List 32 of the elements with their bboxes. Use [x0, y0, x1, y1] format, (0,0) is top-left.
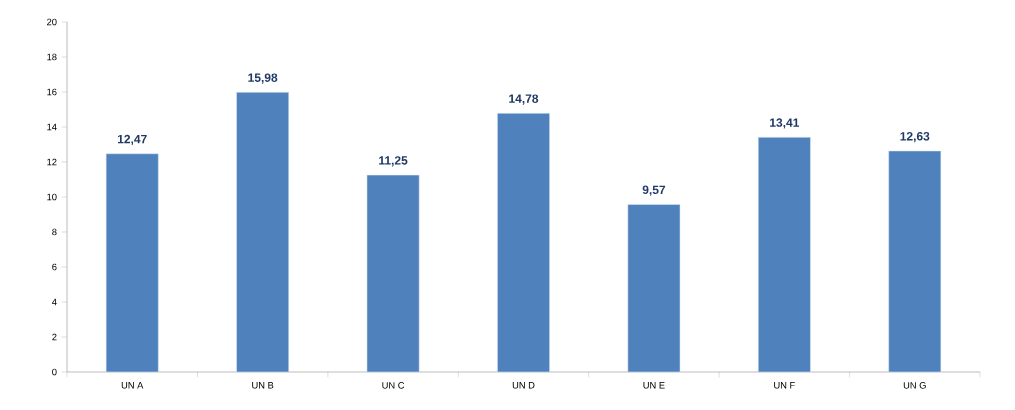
bar	[497, 113, 550, 373]
x-tick-label: UN G	[903, 382, 926, 389]
y-tick-label: 2	[52, 333, 57, 341]
x-tick-label: UN F	[774, 382, 795, 389]
x-tick-label: UN B	[252, 382, 274, 389]
x-tick-label: UN C	[382, 382, 405, 389]
bar	[236, 92, 289, 373]
x-tick-label: UN D	[512, 382, 535, 389]
bar	[627, 204, 681, 373]
data-label: 12,47	[117, 134, 147, 146]
data-label: 9,57	[642, 185, 666, 196]
y-tick-label: 0	[52, 368, 57, 376]
data-label: 14,78	[509, 94, 539, 105]
data-label: 12,63	[900, 132, 930, 143]
data-label: 15,98	[248, 73, 278, 84]
x-tick-label: UN A	[121, 382, 144, 389]
bar	[105, 153, 159, 373]
y-tick-label: 6	[52, 263, 57, 271]
y-tick-label: 4	[51, 298, 57, 306]
bar	[888, 150, 942, 373]
y-tick-label: 10	[47, 193, 57, 201]
data-label: 11,25	[379, 156, 408, 167]
y-tick-label: 20	[47, 18, 57, 26]
bar	[366, 174, 420, 373]
y-tick-label: 18	[47, 53, 57, 61]
y-tick-label: 16	[47, 88, 57, 96]
x-tick-label: UN E	[643, 382, 665, 389]
y-tick-label: 12	[47, 158, 57, 166]
y-tick-label: 8	[52, 228, 57, 236]
y-tick-label: 14	[47, 123, 57, 131]
bar	[758, 137, 811, 373]
data-label: 13,41	[770, 118, 800, 129]
